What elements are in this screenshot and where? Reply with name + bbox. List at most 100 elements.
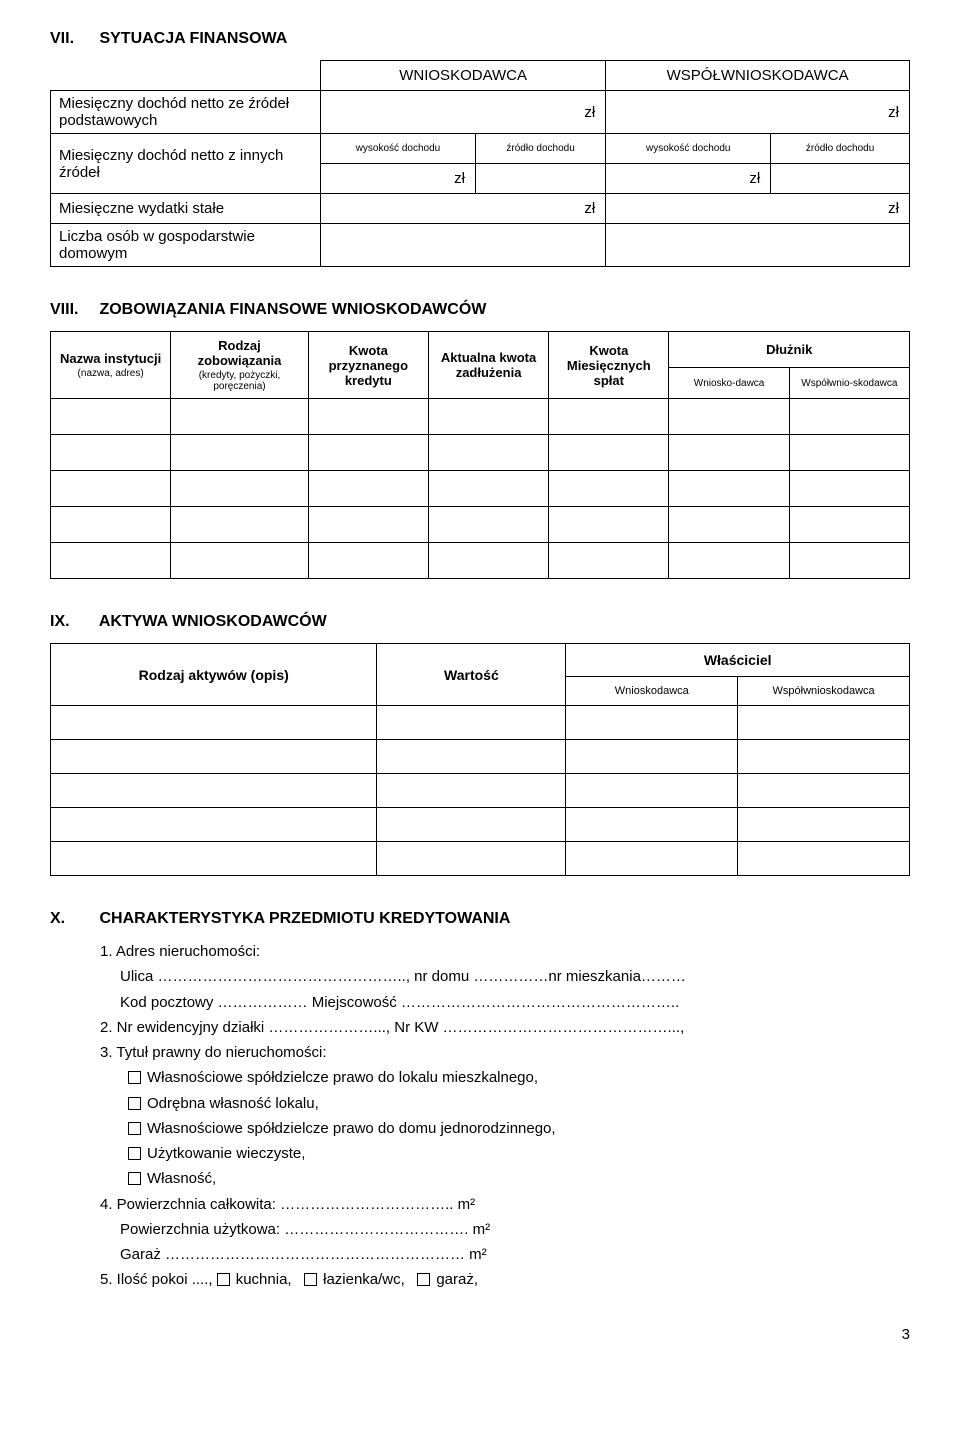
empty-corner [51,61,321,91]
section-9-heading: IX. AKTYWA WNIOSKODAWCÓW [50,613,910,631]
section-9-roman: IX. [50,613,95,631]
table-aktywa: Rodzaj aktywów (opis) Wartość Właściciel… [50,643,910,876]
section-charakterystyka: X. CHARAKTERYSTYKA PRZEDMIOTU KREDYTOWAN… [50,910,910,1292]
row4-coapplicant-value[interactable] [606,224,910,267]
row2-coapp-amount[interactable]: zł [606,164,771,194]
section-7-title: SYTUACJA FINANSOWA [99,30,287,47]
row4-applicant-value[interactable] [321,224,606,267]
row2-app-sub-a: wysokość dochodu [321,134,476,164]
row2-app-amount[interactable]: zł [321,164,476,194]
zl-label: zł [888,200,899,217]
checkbox-icon[interactable] [128,1147,141,1160]
row2-coapp-source[interactable] [771,164,910,194]
checkbox-icon[interactable] [128,1122,141,1135]
item-5-pre: 5. Ilość pokoi ...., [100,1271,217,1288]
row2-app-source[interactable] [475,164,605,194]
t8-col2-sub: (kredyty, pożyczki, poręczenia) [175,370,303,392]
item-4c: Garaż …………………………………………………… m² [100,1243,910,1266]
section-zobowiazania: VIII. ZOBOWIĄZANIA FINANSOWE WNIOSKODAWC… [50,301,910,579]
table-row[interactable] [51,543,910,579]
table-row[interactable] [51,399,910,435]
row1-label: Miesięczny dochód netto ze źródeł podsta… [51,91,321,134]
table-row[interactable] [51,471,910,507]
row2-label: Miesięczny dochód netto z innych źródeł [51,134,321,194]
table-row[interactable] [51,774,910,808]
table-sytuacja-finansowa: WNIOSKODAWCA WSPÓŁWNIOSKODAWCA Miesięczn… [50,60,910,267]
t8-col2: Rodzaj zobowiązania (kredyty, pożyczki, … [171,332,308,399]
t8-col1-label: Nazwa instytucji [60,351,161,366]
section-aktywa: IX. AKTYWA WNIOSKODAWCÓW Rodzaj aktywów … [50,613,910,876]
zl-label: zł [888,104,899,121]
section-8-heading: VIII. ZOBOWIĄZANIA FINANSOWE WNIOSKODAWC… [50,301,910,319]
t8-col5: Kwota Miesięcznych spłat [549,332,669,399]
item-3: 3. Tytuł prawny do nieruchomości: [100,1041,910,1064]
checkbox-icon[interactable] [128,1071,141,1084]
item-3a-label: Własnościowe spółdzielcze prawo do lokal… [147,1069,538,1086]
section-10-roman: X. [50,910,95,928]
checkbox-icon[interactable] [417,1273,430,1286]
table-row[interactable] [51,706,910,740]
item-3c-label: Własnościowe spółdzielcze prawo do domu … [147,1120,556,1137]
item-4b: Powierzchnia użytkowa: ………………………………. m² [100,1218,910,1241]
item-3b-label: Odrębna własność lokalu, [147,1095,319,1112]
t8-col6: Dłużnik [669,332,910,368]
section-10-list: 1. Adres nieruchomości: Ulica …………………………… [50,940,910,1292]
item-3c: Własnościowe spółdzielcze prawo do domu … [100,1117,910,1140]
item-4a: 4. Powierzchnia całkowita: ……………………………..… [100,1193,910,1216]
row3-applicant-value[interactable]: zł [321,194,606,224]
item-3a: Własnościowe spółdzielcze prawo do lokal… [100,1066,910,1089]
item-5: 5. Ilość pokoi ...., kuchnia, łazienka/w… [100,1268,910,1291]
row1-applicant-value[interactable]: zł [321,91,606,134]
t9-col3b: Współwnioskodawca [738,677,910,706]
table-row[interactable] [51,808,910,842]
zl-label: zł [584,104,595,121]
section-7-roman: VII. [50,30,95,48]
zl-label: zł [749,170,760,187]
table-row[interactable] [51,842,910,876]
row3-coapplicant-value[interactable]: zł [606,194,910,224]
checkbox-icon[interactable] [217,1273,230,1286]
t9-col2: Wartość [377,644,566,706]
row2-coapp-sub-a: wysokość dochodu [606,134,771,164]
item-3d: Użytkowanie wieczyste, [100,1142,910,1165]
row2-coapp-sub-b: źródło dochodu [771,134,910,164]
row3-label: Miesięczne wydatki stałe [51,194,321,224]
item-1b: Ulica ………………………………………….., nr domu ……………n… [100,965,910,988]
t8-col1-sub: (nazwa, adres) [55,368,166,379]
section-8-roman: VIII. [50,301,95,319]
item-1c: Kod pocztowy ……………… Miejscowość ……………………… [100,991,910,1014]
col-wnioskodawca-header: WNIOSKODAWCA [321,61,606,91]
table-row[interactable] [51,740,910,774]
row2-app-sub-b: źródło dochodu [475,134,605,164]
section-10-heading: X. CHARAKTERYSTYKA PRZEDMIOTU KREDYTOWAN… [50,910,910,928]
t9-col3a: Wnioskodawca [566,677,738,706]
item-3d-label: Użytkowanie wieczyste, [147,1145,305,1162]
col-wspolwnioskodawca-header: WSPÓŁWNIOSKODAWCA [606,61,910,91]
item-1a: 1. Adres nieruchomości: [100,940,910,963]
section-10-title: CHARAKTERYSTYKA PRZEDMIOTU KREDYTOWANIA [99,910,510,927]
t8-col4: Aktualna kwota zadłużenia [428,332,548,399]
item-3e: Własność, [100,1167,910,1190]
table-row[interactable] [51,435,910,471]
item-5g-label: garaż, [436,1271,478,1288]
item-5l-label: łazienka/wc, [323,1271,405,1288]
checkbox-icon[interactable] [128,1172,141,1185]
row1-coapplicant-value[interactable]: zł [606,91,910,134]
zl-label: zł [454,170,465,187]
item-3e-label: Własność, [147,1170,216,1187]
table-row[interactable] [51,507,910,543]
section-7-heading: VII. SYTUACJA FINANSOWA [50,30,910,48]
item-5k-label: kuchnia, [236,1271,292,1288]
page-number: 3 [50,1326,910,1343]
checkbox-icon[interactable] [304,1273,317,1286]
t8-col2-label: Rodzaj zobowiązania [198,338,282,368]
t8-col1: Nazwa instytucji (nazwa, adres) [51,332,171,399]
item-3b: Odrębna własność lokalu, [100,1092,910,1115]
section-sytuacja-finansowa: VII. SYTUACJA FINANSOWA WNIOSKODAWCA WSP… [50,30,910,267]
section-9-title: AKTYWA WNIOSKODAWCÓW [99,613,327,630]
t8-col6a: Wniosko-dawca [669,368,789,399]
checkbox-icon[interactable] [128,1097,141,1110]
zl-label: zł [584,200,595,217]
section-8-title: ZOBOWIĄZANIA FINANSOWE WNIOSKODAWCÓW [99,301,486,318]
item-2: 2. Nr ewidencyjny działki …………………..., Nr… [100,1016,910,1039]
